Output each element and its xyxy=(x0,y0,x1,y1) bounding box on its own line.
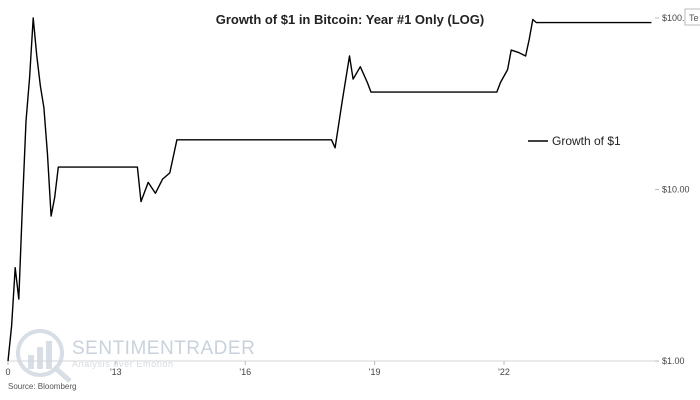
x-tick-label: '19 xyxy=(369,367,381,377)
y-axis-clip-label: Te xyxy=(689,13,699,23)
watermark: SENTIMENTRADER Analysis over Emotion xyxy=(16,329,255,383)
legend: Growth of $1 xyxy=(528,134,621,148)
watermark-tagline: Analysis over Emotion xyxy=(72,359,174,369)
legend-label: Growth of $1 xyxy=(552,134,621,148)
y-axis-clip-box: Te xyxy=(684,8,700,26)
x-tick-label: '22 xyxy=(498,367,510,377)
watermark-logo-icon xyxy=(16,329,72,383)
chart-title: Growth of $1 in Bitcoin: Year #1 Only (L… xyxy=(216,12,484,27)
series-line-growth-of-1 xyxy=(7,17,652,362)
y-tick-label: $100.0 xyxy=(662,13,690,23)
y-tick-label: $10.00 xyxy=(662,185,690,195)
y-axis-ticks: $1.00 $10.00 $100.0 xyxy=(655,13,690,366)
x-tick-label: '13 xyxy=(110,367,122,377)
series-layer xyxy=(7,17,652,362)
x-axis-ticks: 0 '13 '16 '19 '22 xyxy=(5,361,510,377)
x-tick-label: '16 xyxy=(239,367,251,377)
watermark-brand: SENTIMENTRADER xyxy=(72,338,255,359)
source-note: Source: Bloomberg xyxy=(8,382,76,391)
y-tick-label: $1.00 xyxy=(662,356,685,366)
x-tick-label: 0 xyxy=(5,367,10,377)
